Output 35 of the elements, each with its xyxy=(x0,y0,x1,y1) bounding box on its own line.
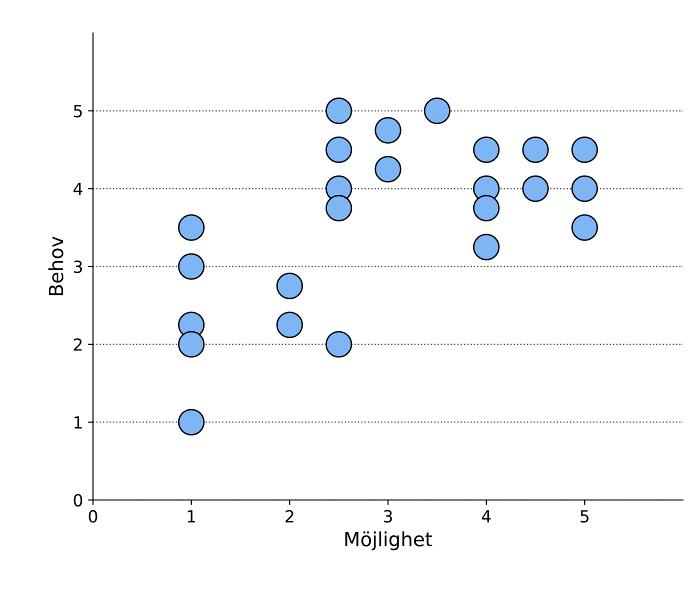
point xyxy=(571,136,598,164)
x-tick-label: 5 xyxy=(580,510,589,523)
y-tick-label: 5 xyxy=(74,105,82,118)
y-tick-label: 2 xyxy=(74,338,82,351)
y-tick-label: 4 xyxy=(73,182,82,195)
point xyxy=(571,175,598,202)
point xyxy=(473,194,500,222)
point xyxy=(522,136,549,164)
y-tick-label: 1 xyxy=(74,416,82,428)
point xyxy=(473,234,500,260)
point xyxy=(276,272,303,300)
y-axis-title: Behov xyxy=(48,236,64,296)
point xyxy=(178,331,205,358)
point xyxy=(473,136,500,164)
point xyxy=(178,253,205,280)
point xyxy=(326,98,352,124)
x-tick-label: 2 xyxy=(286,510,294,522)
x-tick-label: 3 xyxy=(384,510,392,523)
x-tick-label: 0 xyxy=(88,510,98,523)
point xyxy=(522,175,549,202)
point xyxy=(571,214,598,241)
point xyxy=(374,116,402,144)
point xyxy=(178,408,205,436)
y-tick-label: 0 xyxy=(74,494,82,507)
x-tick-label: 1 xyxy=(188,510,196,522)
point xyxy=(326,136,352,164)
point xyxy=(326,331,352,358)
point xyxy=(276,312,303,338)
point xyxy=(424,98,450,124)
y-tick-label: 3 xyxy=(74,260,82,274)
point xyxy=(178,214,205,241)
point xyxy=(326,194,352,222)
x-tick-label: 4 xyxy=(482,510,491,522)
x-axis-title: Möjlighet xyxy=(345,531,432,550)
point xyxy=(374,156,402,183)
